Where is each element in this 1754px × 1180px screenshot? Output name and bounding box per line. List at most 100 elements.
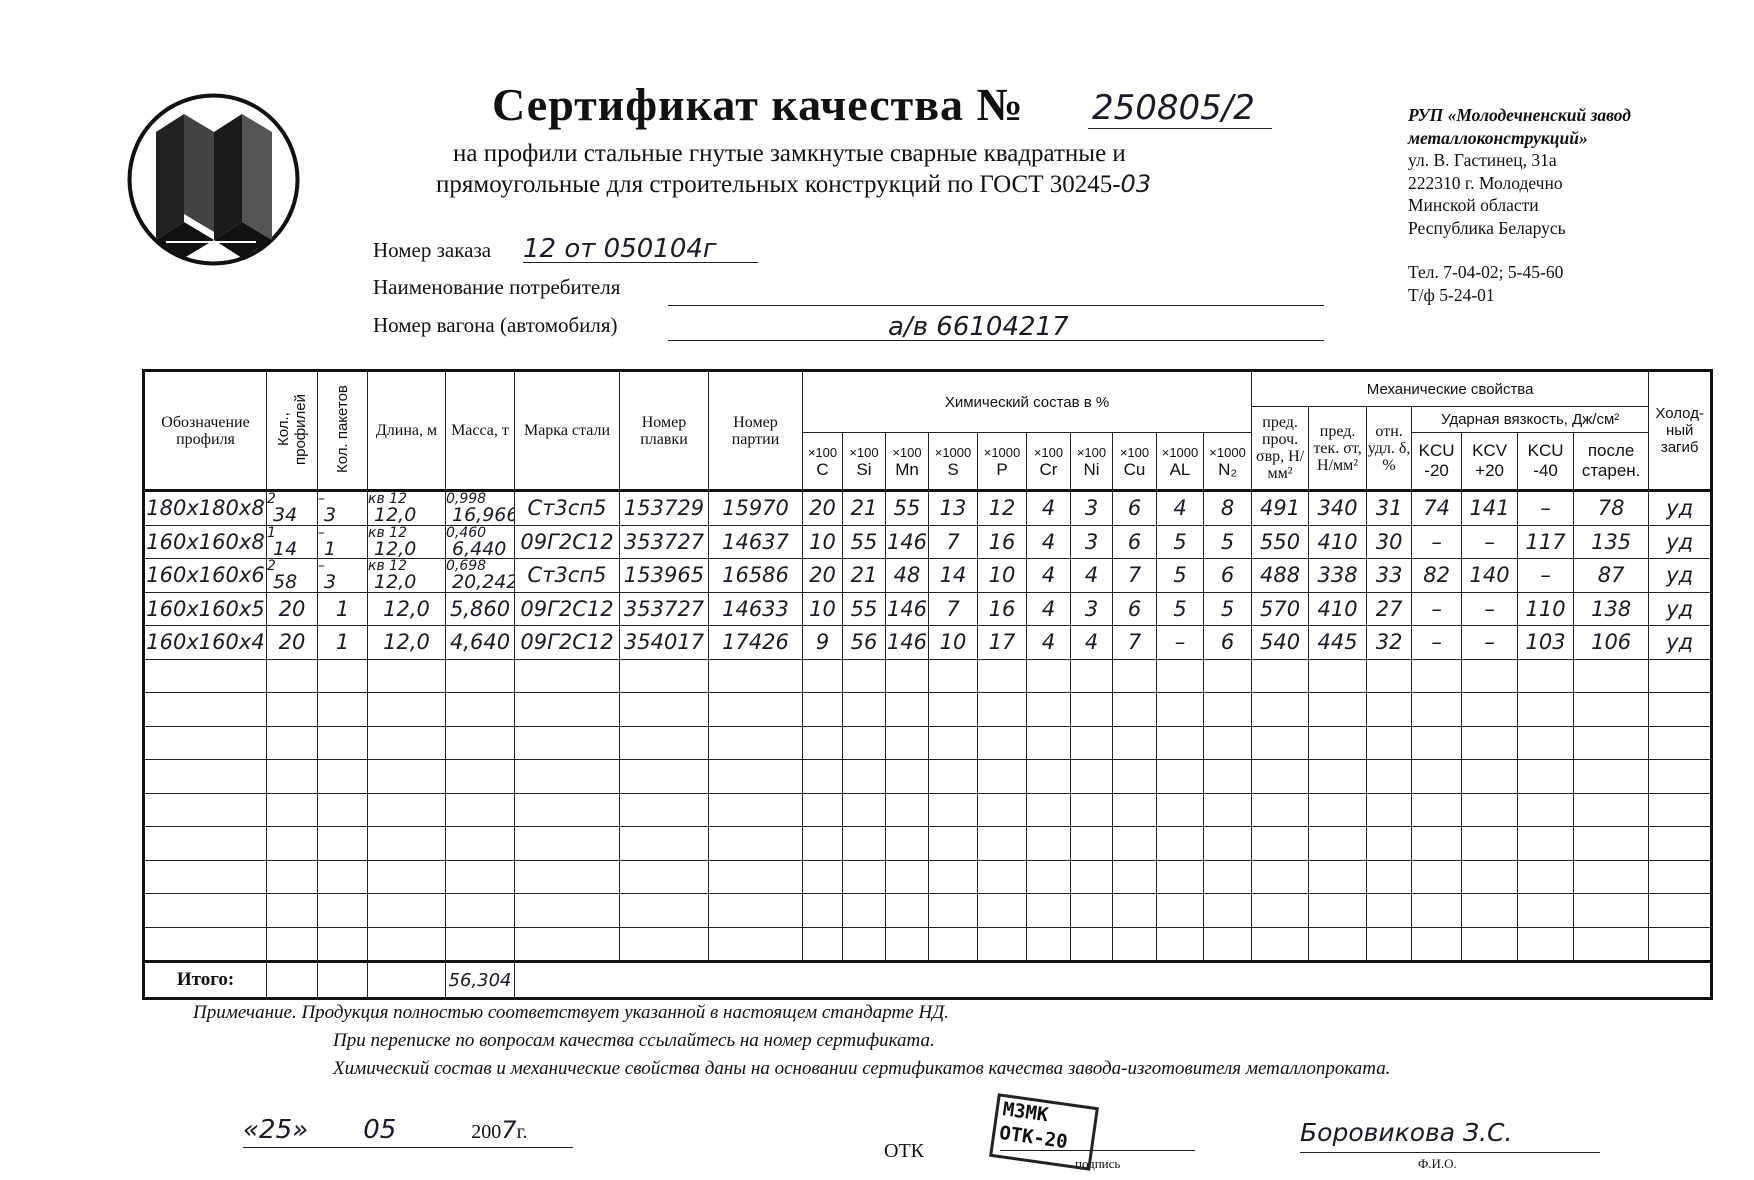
cell-chem: 7 bbox=[1112, 625, 1157, 660]
empty-cell bbox=[1308, 926, 1368, 962]
empty-cell bbox=[143, 926, 267, 962]
cell-chem: 5 bbox=[1202, 591, 1253, 626]
cell-count-packets: –3 bbox=[317, 558, 368, 593]
empty-cell bbox=[708, 759, 803, 794]
cell-mass-part: 0,460 bbox=[446, 525, 487, 541]
cell-count-packets-part: 3 bbox=[324, 571, 337, 592]
cell-length: кв 12 12,0 bbox=[367, 490, 446, 526]
impact-bottom: -40 bbox=[1533, 461, 1558, 480]
empty-cell bbox=[619, 826, 709, 861]
cell-count-packets: 1 bbox=[317, 591, 368, 626]
cell-length-part: кв 12 bbox=[368, 525, 407, 541]
empty-cell bbox=[1366, 792, 1413, 827]
header-impact-1: KCV +20 bbox=[1461, 432, 1519, 491]
empty-cell bbox=[1366, 893, 1413, 928]
empty-cell bbox=[1648, 792, 1713, 827]
empty-cell bbox=[802, 926, 843, 962]
empty-cell bbox=[1461, 658, 1519, 693]
empty-cell bbox=[885, 792, 929, 827]
empty-cell bbox=[317, 692, 368, 727]
empty-cell bbox=[842, 826, 886, 861]
cell-chem: 10 bbox=[802, 591, 843, 626]
cell-cold-bend: уд bbox=[1648, 625, 1713, 660]
gost-year: 03 bbox=[1120, 170, 1152, 198]
cell-impact: 117 bbox=[1517, 524, 1575, 559]
empty-cell bbox=[977, 658, 1027, 693]
empty-cell bbox=[514, 725, 620, 760]
empty-cell bbox=[1573, 926, 1650, 962]
empty-cell bbox=[928, 792, 978, 827]
name-caption: Ф.И.О. bbox=[1418, 1156, 1457, 1171]
header-chem-5: ×100 Cr bbox=[1026, 432, 1071, 491]
empty-cell bbox=[1366, 759, 1413, 794]
cell-batch: 14637 bbox=[708, 524, 803, 559]
empty-cell bbox=[1648, 826, 1713, 861]
header-impact: Ударная вязкость, Дж/см² bbox=[1411, 406, 1650, 433]
cell-impact: – bbox=[1461, 524, 1519, 559]
empty-cell bbox=[514, 893, 620, 928]
note-line-1: Примечание. Продукция полностью соответс… bbox=[193, 1002, 950, 1023]
empty-cell bbox=[367, 960, 446, 999]
subtitle-line-2: прямоугольные для строительных конструкц… bbox=[436, 170, 1151, 199]
cell-count-profiles-part: 2 bbox=[267, 491, 276, 508]
cell-chem: 55 bbox=[885, 490, 929, 526]
empty-cell bbox=[445, 759, 515, 794]
empty-cell bbox=[885, 926, 929, 962]
cell-chem: 5 bbox=[1156, 591, 1204, 626]
empty-cell bbox=[1070, 658, 1113, 693]
chem-element: P bbox=[996, 460, 1008, 479]
header-count-packets-text: Кол. пакетов bbox=[334, 384, 351, 473]
impact-top: KCU bbox=[1418, 441, 1455, 460]
empty-cell bbox=[1461, 692, 1519, 727]
cell-profile: 160x160x8 bbox=[143, 524, 267, 559]
cell-chem: 6 bbox=[1112, 490, 1157, 526]
empty-cell bbox=[317, 960, 368, 999]
empty-cell bbox=[1411, 926, 1463, 962]
empty-cell bbox=[1648, 658, 1713, 693]
cell-count-profiles: 20 bbox=[266, 591, 318, 626]
company-name-2: металлоконструкций» bbox=[1408, 127, 1588, 148]
cell-yield: 410 bbox=[1308, 524, 1368, 559]
cell-count-packets-part: – bbox=[318, 491, 326, 508]
cell-elongation: 31 bbox=[1366, 490, 1413, 526]
cell-tensile: 570 bbox=[1251, 591, 1310, 626]
empty-cell bbox=[143, 893, 267, 928]
cell-mass: 0,698 20,242 bbox=[445, 558, 515, 593]
header-chem-8: ×1000 AL bbox=[1156, 432, 1204, 491]
empty-cell bbox=[266, 725, 318, 760]
empty-cell bbox=[1251, 893, 1310, 928]
cell-chem: 48 bbox=[885, 558, 929, 593]
empty-cell bbox=[802, 893, 843, 928]
cell-chem: 6 bbox=[1112, 591, 1157, 626]
empty-cell bbox=[143, 725, 267, 760]
cell-chem: 17 bbox=[977, 625, 1027, 660]
company-street: ул. В. Гастинец, 31а bbox=[1408, 150, 1557, 170]
empty-cell bbox=[445, 826, 515, 861]
empty-cell bbox=[1202, 926, 1253, 962]
otk-label: ОТК bbox=[884, 1140, 924, 1162]
empty-cell bbox=[1517, 692, 1575, 727]
cell-chem: 6 bbox=[1202, 625, 1253, 660]
chem-multiplier: ×100 bbox=[849, 445, 879, 460]
cell-batch: 14633 bbox=[708, 591, 803, 626]
empty-cell bbox=[885, 658, 929, 693]
empty-cell bbox=[1308, 658, 1368, 693]
empty-cell bbox=[1156, 859, 1204, 894]
cell-steel: 09Г2С12 bbox=[514, 591, 620, 626]
empty-cell bbox=[143, 658, 267, 693]
empty-cell bbox=[1156, 692, 1204, 727]
cell-heat: 153729 bbox=[619, 490, 709, 526]
impact-top: после bbox=[1587, 441, 1635, 460]
empty-cell bbox=[1070, 792, 1113, 827]
empty-cell bbox=[1573, 859, 1650, 894]
empty-cell bbox=[1366, 658, 1413, 693]
empty-cell bbox=[1070, 692, 1113, 727]
empty-cell bbox=[367, 759, 446, 794]
empty-cell bbox=[1112, 859, 1157, 894]
cell-chem: 20 bbox=[802, 558, 843, 593]
cell-chem: 9 bbox=[802, 625, 843, 660]
empty-cell bbox=[1573, 792, 1650, 827]
empty-cell bbox=[514, 792, 620, 827]
empty-cell bbox=[1156, 926, 1204, 962]
cell-chem: 55 bbox=[842, 591, 886, 626]
